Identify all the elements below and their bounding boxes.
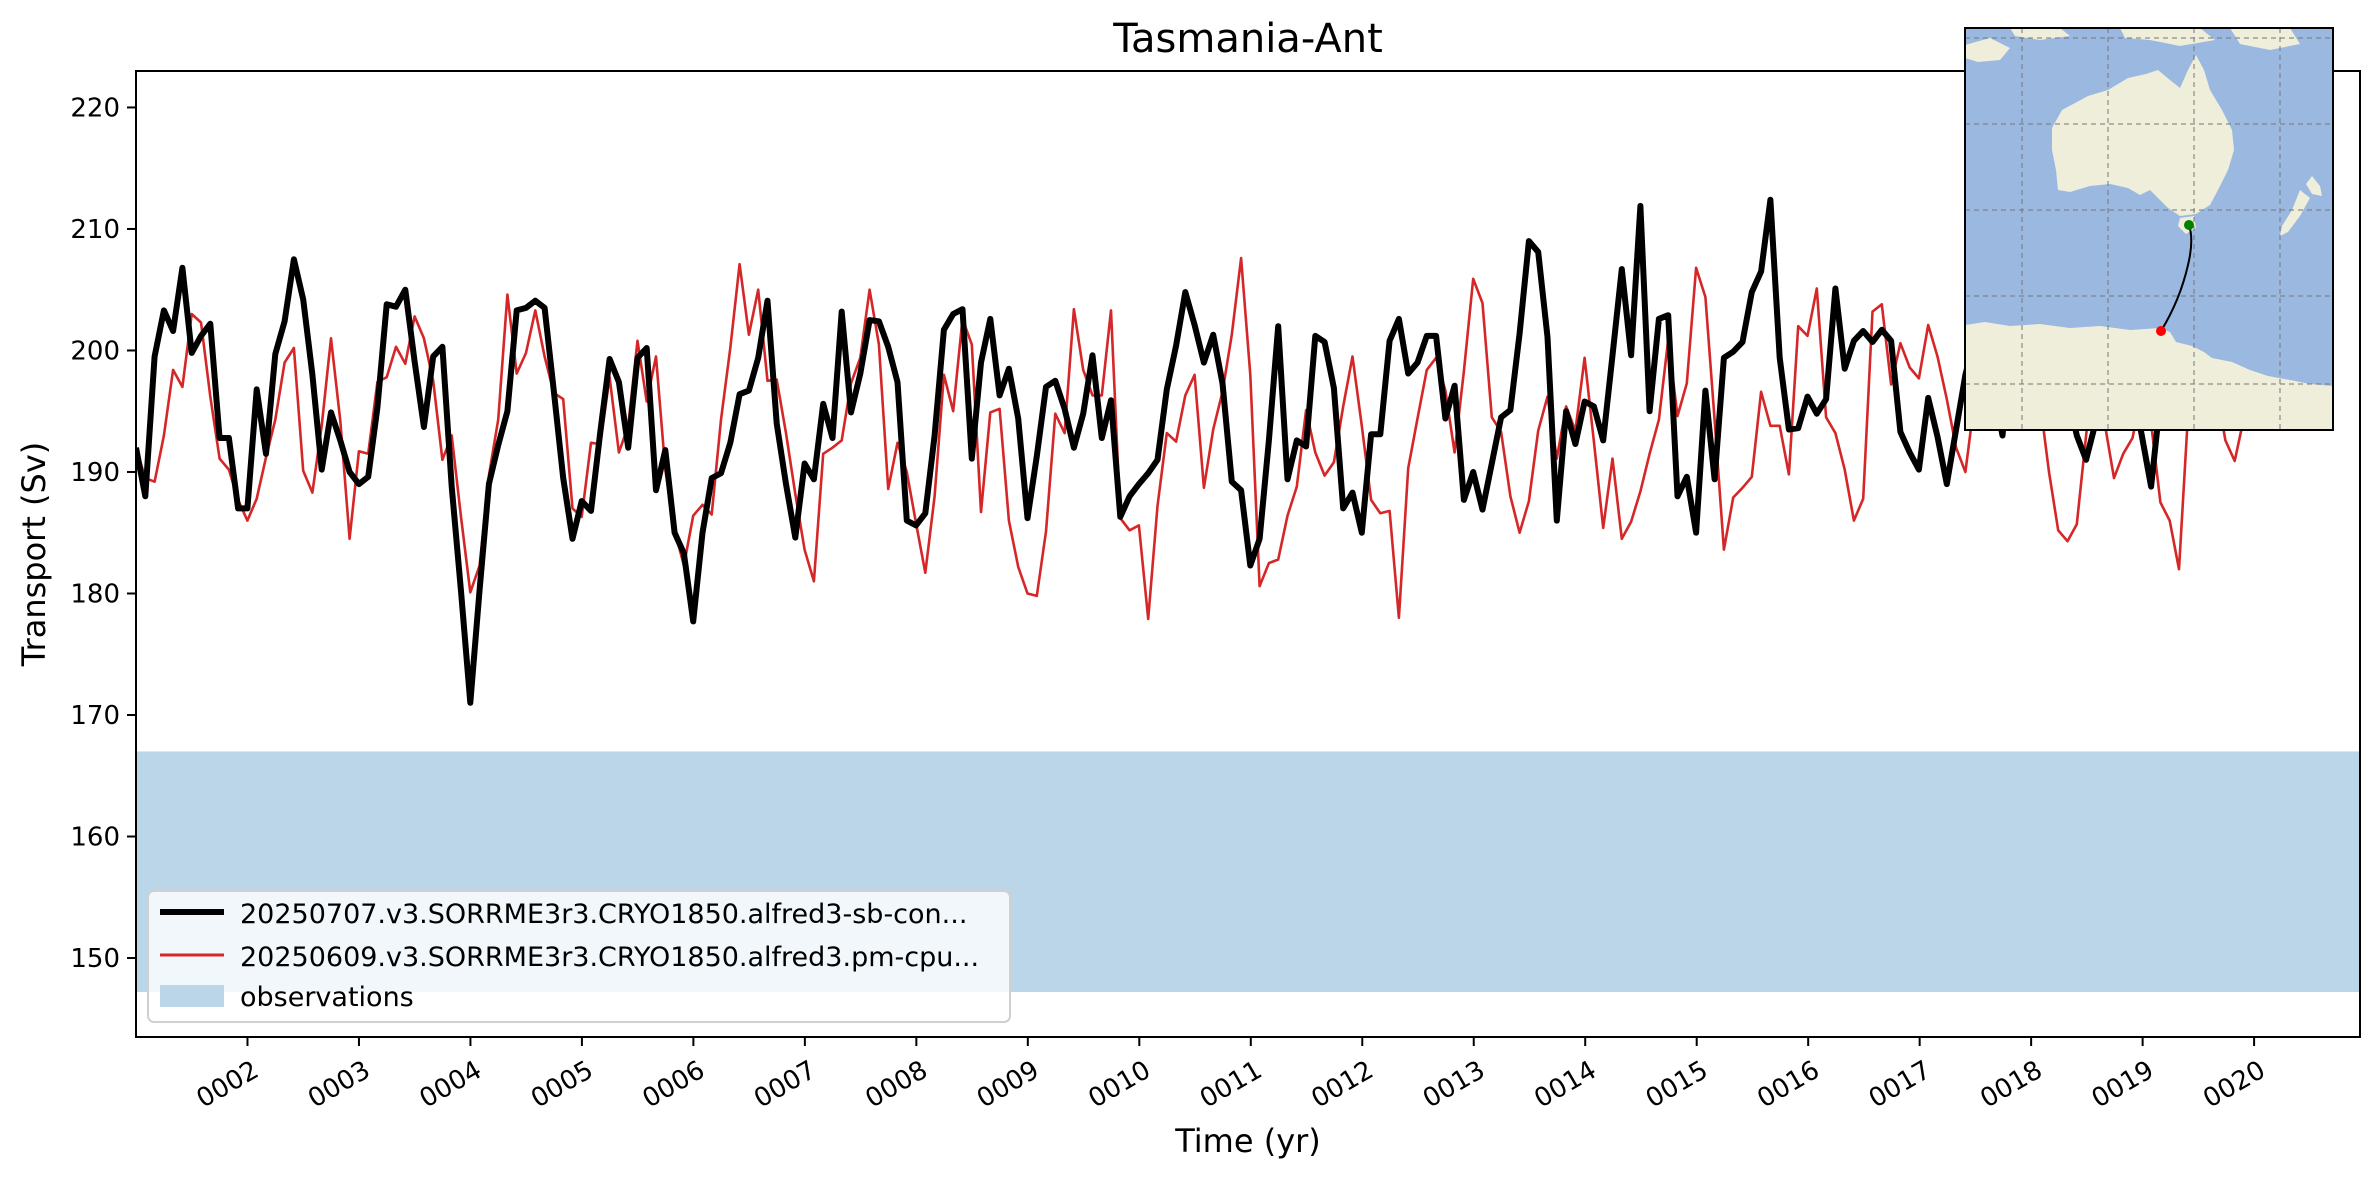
x-axis-label: Time (yr) — [1174, 1122, 1321, 1160]
legend: 20250707.v3.SORRME3r3.CRYO1850.alfred3-s… — [147, 890, 1011, 1023]
y-tick-label: 210 — [70, 215, 120, 245]
chart-title: Tasmania-Ant — [1112, 16, 1383, 62]
legend-box — [147, 890, 1011, 1023]
x-tick-label: 0015 — [1641, 1055, 1713, 1114]
x-tick-label: 0010 — [1084, 1055, 1156, 1114]
x-tick-label: 0009 — [972, 1055, 1044, 1114]
y-axis-label: Transport (Sv) — [15, 442, 53, 668]
map-land-indonesia — [1965, 28, 2300, 62]
x-tick-label: 0008 — [861, 1055, 933, 1114]
x-tick-label: 0007 — [749, 1055, 821, 1114]
inset-map — [1964, 27, 2334, 431]
y-tick-label: 200 — [70, 336, 120, 366]
legend-label-series-2: 20250609.v3.SORRME3r3.CRYO1850.alfred3.p… — [240, 942, 979, 973]
y-axis-ticks: 150 160 170 180 190 200 210 220 — [70, 93, 136, 974]
x-tick-label: 0018 — [1975, 1055, 2047, 1114]
x-tick-label: 0013 — [1418, 1055, 1490, 1114]
legend-label-series-1: 20250707.v3.SORRME3r3.CRYO1850.alfred3-s… — [240, 899, 967, 930]
x-axis-ticks: 0002 0003 0004 0005 0006 0007 0008 0009 0010 0011… — [192, 1037, 2271, 1114]
y-tick-label: 180 — [70, 579, 120, 609]
x-tick-label: 0019 — [2087, 1055, 2159, 1114]
series-layer — [136, 142, 2311, 706]
x-tick-label: 0006 — [638, 1055, 710, 1114]
map-land-australia — [2052, 55, 2234, 216]
map-land-new-zealand — [2280, 176, 2322, 236]
series-line-1 — [136, 196, 2266, 706]
map-transect-line — [2160, 224, 2193, 332]
legend-swatch-observations — [160, 985, 224, 1007]
map-transect-end-marker — [2184, 220, 2194, 230]
y-tick-label: 220 — [70, 93, 120, 123]
x-tick-label: 0002 — [192, 1055, 264, 1114]
map-transect-start-marker — [2156, 326, 2166, 336]
axes-frame — [135, 70, 2361, 1038]
x-tick-label: 0003 — [303, 1055, 375, 1114]
legend-label-observations: observations — [240, 982, 414, 1013]
x-tick-label: 0012 — [1306, 1055, 1378, 1114]
x-tick-label: 0017 — [1864, 1055, 1936, 1114]
x-tick-label: 0020 — [2198, 1055, 2270, 1114]
y-tick-label: 170 — [70, 701, 120, 731]
y-tick-label: 150 — [70, 944, 120, 974]
x-tick-label: 0014 — [1529, 1055, 1601, 1114]
map-frame — [1964, 27, 2334, 431]
map-gridlines — [1965, 28, 2333, 430]
x-tick-label: 0004 — [415, 1055, 487, 1114]
map-land-antarctica — [1965, 322, 2333, 430]
x-tick-label: 0005 — [526, 1055, 598, 1114]
x-tick-label: 0011 — [1195, 1055, 1267, 1114]
y-tick-label: 190 — [70, 458, 120, 488]
x-tick-label: 0016 — [1752, 1055, 1824, 1114]
y-tick-label: 160 — [70, 823, 120, 853]
